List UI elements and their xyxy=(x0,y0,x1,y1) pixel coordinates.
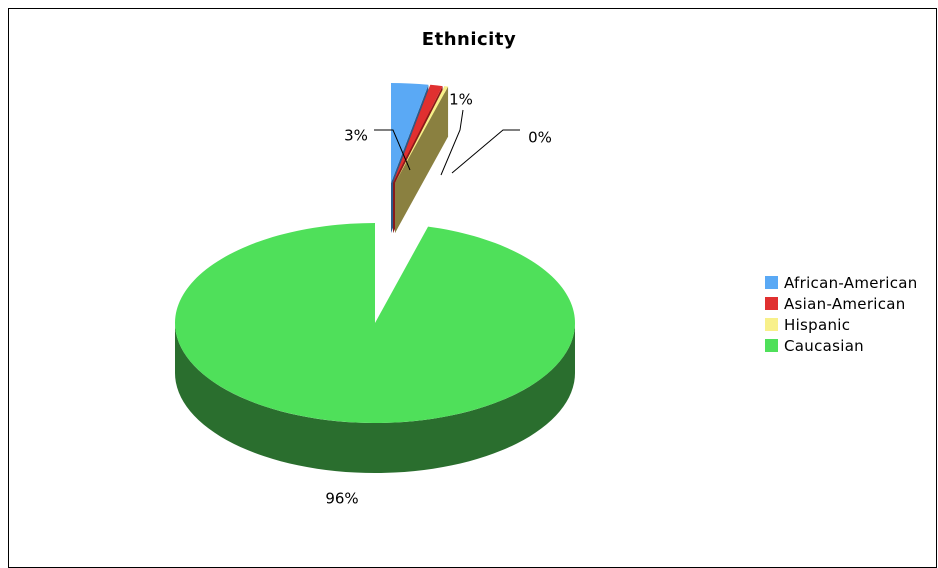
slice-hispanic-wall-1 xyxy=(395,86,449,233)
leader-line-1 xyxy=(440,109,464,176)
legend-swatch xyxy=(765,318,778,331)
legend-swatch xyxy=(765,339,778,352)
legend-item: Asian-American xyxy=(765,293,918,314)
leader-line-0 xyxy=(374,129,411,171)
leader-line-2 xyxy=(451,129,520,174)
slice-african-american xyxy=(391,83,429,183)
legend-label: Asian-American xyxy=(784,294,906,313)
chart-title: Ethnicity xyxy=(421,29,517,50)
legend: African-American Asian-American Hispanic Ca… xyxy=(765,272,918,356)
legend-label: Hispanic xyxy=(784,315,851,334)
slice-caucasian-side xyxy=(175,323,575,473)
data-label-0: 3% xyxy=(344,127,368,145)
legend-swatch xyxy=(765,276,778,289)
legend-swatch xyxy=(765,297,778,310)
legend-label: Caucasian xyxy=(784,336,864,355)
pie-tops xyxy=(175,83,576,423)
legend-item: Hispanic xyxy=(765,314,918,335)
legend-item: African-American xyxy=(765,272,918,293)
legend-label: African-American xyxy=(784,273,918,292)
data-label-1: 1% xyxy=(449,91,473,109)
slice-caucasian xyxy=(175,223,576,423)
data-label-2: 0% xyxy=(528,129,552,147)
legend-item: Caucasian xyxy=(765,335,918,356)
slice-hispanic xyxy=(395,86,449,183)
data-label-3: 96% xyxy=(325,490,358,508)
